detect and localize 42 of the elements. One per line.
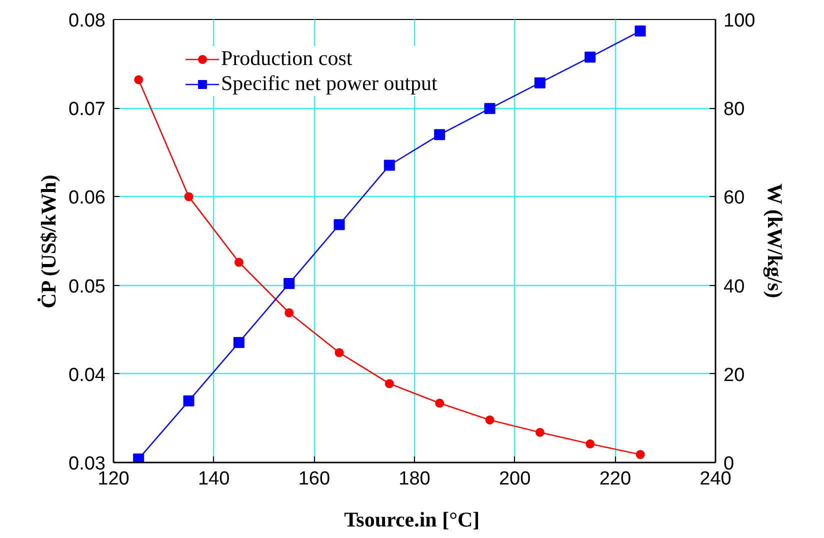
x-tick-label: 140 <box>198 468 230 490</box>
y-tick-label: 0.06 <box>68 188 106 209</box>
point <box>183 395 194 406</box>
y-axis-title: ĊP (US$/kWh) <box>36 174 61 308</box>
point <box>334 348 344 358</box>
point <box>384 160 395 171</box>
x-axis-title: Tsource.in [°C] <box>344 508 480 532</box>
y2-axis-title: W (kW/kg/s) <box>763 184 788 298</box>
x-tick-label: 200 <box>498 468 531 490</box>
point <box>484 103 496 114</box>
point <box>485 415 494 424</box>
point <box>634 26 646 37</box>
x-tick-label: 160 <box>298 468 330 490</box>
point <box>434 129 446 140</box>
x-tick-label: 180 <box>398 468 430 490</box>
point <box>234 258 244 267</box>
point <box>535 428 544 437</box>
point <box>636 450 645 460</box>
legend-label: Production cost <box>221 46 352 71</box>
y2-tick-label: 40 <box>724 276 745 298</box>
point <box>284 308 294 318</box>
point <box>134 75 144 84</box>
point <box>284 278 295 290</box>
point <box>534 77 546 88</box>
y-tick-label: 0.05 <box>68 276 106 298</box>
y-tick-label: 0.04 <box>68 364 106 386</box>
point <box>584 52 596 63</box>
y2-tick-label: 20 <box>724 364 745 386</box>
y2-tick-label: 80 <box>724 99 745 120</box>
point <box>233 336 244 348</box>
y-tick-label: 0.07 <box>68 99 106 120</box>
x-tick-label: 220 <box>599 468 632 490</box>
y-tick-label: 0.08 <box>68 10 106 32</box>
legend-label: Specific net power output <box>221 71 438 96</box>
point <box>184 192 194 202</box>
y2-tick-label: 100 <box>724 10 756 32</box>
point <box>133 453 144 462</box>
point <box>334 219 345 230</box>
point <box>435 398 444 408</box>
point <box>384 379 394 388</box>
y2-tick-label: 60 <box>724 188 745 209</box>
point <box>586 439 595 448</box>
